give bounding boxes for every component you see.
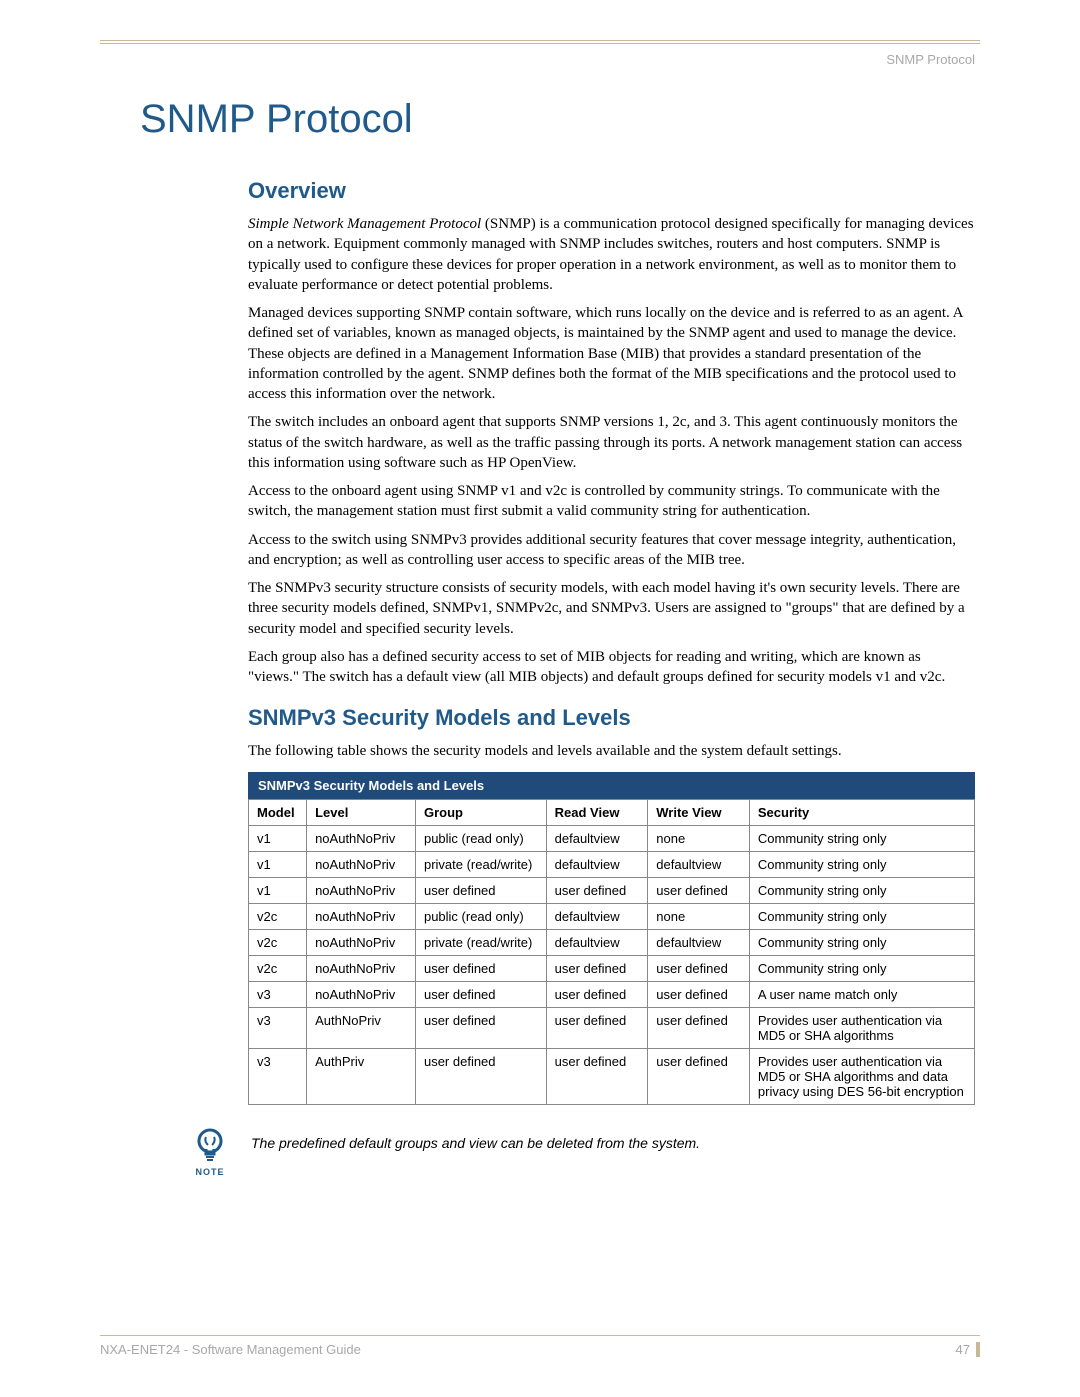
table-cell: v3 (249, 1007, 307, 1048)
table-header: Security (749, 799, 974, 825)
note-icon: NOTE (185, 1125, 235, 1177)
table-cell: v3 (249, 1048, 307, 1104)
table-cell: v1 (249, 851, 307, 877)
table-row: v3noAuthNoPrivuser defineduser definedus… (249, 981, 975, 1007)
overview-p1-italic: Simple Network Management Protocol (248, 216, 481, 232)
table-row: v2cnoAuthNoPrivprivate (read/write)defau… (249, 929, 975, 955)
table-row: v2cnoAuthNoPrivuser defineduser definedu… (249, 955, 975, 981)
table-cell: user defined (415, 955, 546, 981)
table-row: v2cnoAuthNoPrivpublic (read only)default… (249, 903, 975, 929)
table-header: Model (249, 799, 307, 825)
table-cell: v3 (249, 981, 307, 1007)
table-cell: noAuthNoPriv (307, 929, 416, 955)
header-section-label: SNMP Protocol (100, 52, 980, 67)
note-text: The predefined default groups and view c… (251, 1125, 700, 1151)
overview-heading: Overview (248, 178, 975, 204)
table-cell: defaultview (546, 929, 648, 955)
table-cell: v2c (249, 955, 307, 981)
table-cell: noAuthNoPriv (307, 851, 416, 877)
table-cell: user defined (546, 1048, 648, 1104)
overview-p7: Each group also has a defined security a… (248, 647, 975, 688)
footer-page-number: 47 (956, 1342, 980, 1357)
page-title: SNMP Protocol (140, 97, 980, 142)
table-cell: public (read only) (415, 903, 546, 929)
table-cell: user defined (546, 955, 648, 981)
overview-p6: The SNMPv3 security structure consists o… (248, 578, 975, 639)
table-header: Level (307, 799, 416, 825)
overview-p1: Simple Network Management Protocol (SNMP… (248, 214, 975, 295)
table-cell: none (648, 903, 750, 929)
table-cell: user defined (648, 981, 750, 1007)
table-header: Write View (648, 799, 750, 825)
table-cell: defaultview (546, 903, 648, 929)
table-cell: AuthPriv (307, 1048, 416, 1104)
table-cell: defaultview (648, 851, 750, 877)
table-cell: user defined (648, 1007, 750, 1048)
table-cell: Community string only (749, 851, 974, 877)
table-row: v1noAuthNoPrivprivate (read/write)defaul… (249, 851, 975, 877)
overview-p5: Access to the switch using SNMPv3 provid… (248, 530, 975, 571)
table-cell: Community string only (749, 903, 974, 929)
table-cell: none (648, 825, 750, 851)
note-label: NOTE (185, 1167, 235, 1177)
table-header: Group (415, 799, 546, 825)
table-cell: user defined (546, 877, 648, 903)
security-models-table: ModelLevelGroupRead ViewWrite ViewSecuri… (248, 799, 975, 1105)
table-cell: noAuthNoPriv (307, 955, 416, 981)
overview-p2: Managed devices supporting SNMP contain … (248, 303, 975, 404)
table-cell: private (read/write) (415, 851, 546, 877)
table-cell: private (read/write) (415, 929, 546, 955)
table-cell: noAuthNoPriv (307, 981, 416, 1007)
table-row: v3AuthNoPrivuser defineduser defineduser… (249, 1007, 975, 1048)
table-cell: Provides user authentication via MD5 or … (749, 1048, 974, 1104)
table-cell: defaultview (546, 825, 648, 851)
table-cell: defaultview (546, 851, 648, 877)
table-cell: public (read only) (415, 825, 546, 851)
table-cell: A user name match only (749, 981, 974, 1007)
overview-p3: The switch includes an onboard agent tha… (248, 412, 975, 473)
table-cell: user defined (648, 955, 750, 981)
table-cell: noAuthNoPriv (307, 877, 416, 903)
table-row: v3AuthPrivuser defineduser defineduser d… (249, 1048, 975, 1104)
table-cell: user defined (415, 1048, 546, 1104)
overview-p4: Access to the onboard agent using SNMP v… (248, 481, 975, 522)
table-header: Read View (546, 799, 648, 825)
footer-left: NXA-ENET24 - Software Management Guide (100, 1342, 361, 1357)
table-cell: user defined (415, 877, 546, 903)
table-row: v1noAuthNoPrivuser defineduser definedus… (249, 877, 975, 903)
table-cell: user defined (546, 1007, 648, 1048)
table-cell: v2c (249, 929, 307, 955)
table-cell: user defined (415, 1007, 546, 1048)
table-title: SNMPv3 Security Models and Levels (248, 772, 975, 799)
table-cell: v1 (249, 825, 307, 851)
table-cell: user defined (546, 981, 648, 1007)
models-heading: SNMPv3 Security Models and Levels (248, 705, 975, 731)
table-cell: noAuthNoPriv (307, 825, 416, 851)
table-cell: v2c (249, 903, 307, 929)
table-cell: defaultview (648, 929, 750, 955)
table-cell: Community string only (749, 955, 974, 981)
table-cell: Community string only (749, 877, 974, 903)
table-cell: noAuthNoPriv (307, 903, 416, 929)
table-row: v1noAuthNoPrivpublic (read only)defaultv… (249, 825, 975, 851)
table-cell: Community string only (749, 929, 974, 955)
table-cell: AuthNoPriv (307, 1007, 416, 1048)
models-intro: The following table shows the security m… (248, 741, 975, 761)
table-cell: v1 (249, 877, 307, 903)
table-cell: user defined (648, 1048, 750, 1104)
security-models-table-wrap: SNMPv3 Security Models and Levels ModelL… (248, 772, 975, 1105)
table-cell: Provides user authentication via MD5 or … (749, 1007, 974, 1048)
table-cell: user defined (648, 877, 750, 903)
table-cell: Community string only (749, 825, 974, 851)
table-cell: user defined (415, 981, 546, 1007)
